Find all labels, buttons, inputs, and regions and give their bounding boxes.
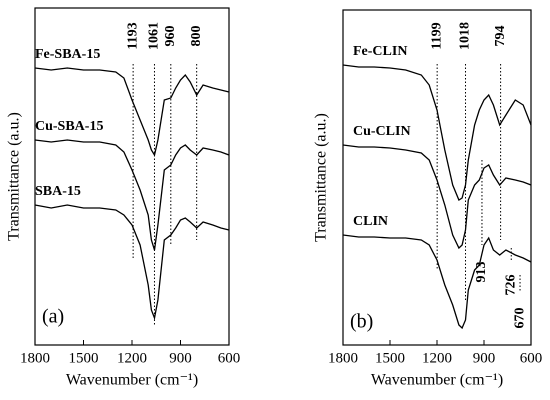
- series-label: Fe-SBA-15: [35, 47, 100, 62]
- marker-label: 1199: [429, 22, 444, 49]
- x-axis-label: Wavenumber (cm⁻¹): [66, 372, 198, 389]
- series-label: Fe-CLIN: [353, 44, 407, 59]
- x-tick-label: 1500: [375, 350, 405, 366]
- series-label: SBA-15: [35, 184, 81, 199]
- marker-label: 670: [512, 308, 527, 329]
- marker-label: 1193: [125, 22, 140, 49]
- x-tick-label: 900: [169, 350, 192, 366]
- series-label: Cu-CLIN: [353, 124, 411, 139]
- x-axis-label: Wavenumber (cm⁻¹): [371, 372, 503, 389]
- x-tick-label: 1200: [117, 350, 147, 366]
- marker-label: 1061: [147, 22, 162, 50]
- series-label: Cu-SBA-15: [35, 119, 103, 134]
- x-tick-label: 1500: [69, 350, 99, 366]
- spectrum-line: [342, 234, 532, 330]
- x-tick-label: 1200: [422, 350, 452, 366]
- marker-label: 726: [503, 275, 518, 296]
- spectrum-line: [34, 139, 230, 251]
- panel-label: (a): [42, 306, 64, 328]
- x-tick-label: 1800: [20, 350, 50, 366]
- marker-label: 800: [189, 26, 204, 47]
- marker-label: 794: [493, 26, 508, 47]
- x-tick-label: 600: [218, 350, 241, 366]
- x-tick-label: 600: [520, 350, 543, 366]
- series-label: CLIN: [353, 214, 388, 229]
- marker-label: 913: [474, 262, 489, 283]
- spectrum-line: [34, 67, 230, 157]
- spectrum-line: [342, 64, 532, 201]
- y-axis-label: Transmittance (a.u.): [313, 113, 330, 242]
- spectrum-line: [34, 204, 230, 321]
- marker-label: 1018: [458, 22, 473, 50]
- panel-label: (b): [350, 311, 373, 333]
- y-axis-label: Transmittance (a.u.): [6, 112, 23, 241]
- x-tick-label: 1800: [328, 350, 358, 366]
- x-tick-label: 900: [473, 350, 496, 366]
- marker-label: 960: [163, 26, 178, 47]
